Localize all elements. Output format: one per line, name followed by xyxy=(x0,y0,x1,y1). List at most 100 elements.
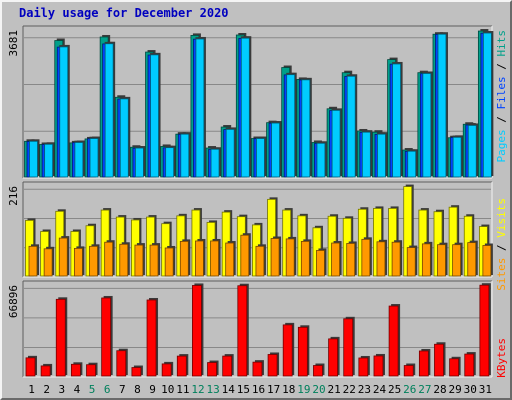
sites-bar xyxy=(406,247,416,277)
sites-bar xyxy=(391,241,401,277)
hits-bar xyxy=(135,147,144,178)
kbytes-bar xyxy=(161,363,172,377)
sites-bar xyxy=(316,250,325,277)
kbytes-bar xyxy=(434,343,444,377)
x-tick-label: 25 xyxy=(388,383,401,396)
kbytes-bar xyxy=(252,361,263,377)
hits-bar xyxy=(150,54,159,178)
x-tick-label: 17 xyxy=(267,383,280,396)
x-tick-label: 18 xyxy=(282,383,295,396)
sites-bar xyxy=(467,242,477,277)
kbytes-bar xyxy=(313,365,323,377)
hits-bar xyxy=(422,73,432,178)
hits-bar xyxy=(210,148,220,178)
legend-visits: Visits xyxy=(495,198,508,238)
hits-bar xyxy=(331,109,341,178)
hits-bar xyxy=(361,131,371,178)
sites-bar xyxy=(346,243,356,277)
sites-bar xyxy=(164,247,174,277)
legend-separator: / xyxy=(495,238,508,258)
kbytes-bar xyxy=(86,364,96,377)
hits-bar xyxy=(74,142,84,178)
hits-bar xyxy=(286,74,296,178)
kbytes-bar xyxy=(297,326,308,377)
chart-title: Daily usage for December 2020 xyxy=(19,6,229,20)
kbytes-bar xyxy=(282,324,293,377)
hits-bar xyxy=(195,38,205,178)
x-tick-label: 30 xyxy=(464,383,477,396)
hits-bar xyxy=(256,138,265,178)
legend-kbytes: KBytes xyxy=(495,338,508,378)
hits-max-label: 3681 xyxy=(7,30,20,57)
hits-bar xyxy=(119,98,129,178)
visits-legend: Sites / Visits xyxy=(495,198,508,291)
hits-bar xyxy=(29,140,38,178)
hits-bar xyxy=(44,143,54,178)
x-tick-label: 19 xyxy=(297,383,310,396)
x-tick-label: 2 xyxy=(43,383,50,396)
x-tick-label: 26 xyxy=(403,383,416,396)
sites-bar xyxy=(255,245,265,277)
sites-bar xyxy=(149,244,159,277)
kbytes-bar xyxy=(222,355,233,377)
kbytes-bar xyxy=(146,299,157,377)
kbytes-bar xyxy=(267,354,278,377)
hits-bar xyxy=(240,37,250,178)
legend-pages: Pages xyxy=(495,129,508,162)
x-tick-label: 5 xyxy=(89,383,96,396)
sites-bar xyxy=(195,240,204,277)
kbytes-legend: KBytes xyxy=(495,338,508,378)
sites-bar xyxy=(225,242,235,277)
x-tick-label: 31 xyxy=(479,383,492,396)
x-tick-label: 10 xyxy=(161,383,174,396)
kbytes-bar xyxy=(464,353,475,377)
kbytes-bar xyxy=(388,305,399,377)
x-tick-label: 22 xyxy=(343,383,356,396)
sites-bar xyxy=(421,243,431,277)
sites-bar xyxy=(331,242,340,277)
sites-bar xyxy=(285,238,295,277)
legend-files: Files xyxy=(495,76,508,109)
hits-bar xyxy=(225,129,235,178)
hits-bar xyxy=(104,43,114,178)
kbytes-bar xyxy=(358,357,369,377)
x-tick-label: 14 xyxy=(222,383,236,396)
x-tick-label: 20 xyxy=(312,383,325,396)
x-tick-label: 28 xyxy=(433,383,446,396)
hits-bar xyxy=(392,63,401,178)
sites-bar xyxy=(210,240,219,277)
kbytes-bar xyxy=(237,285,248,377)
sites-bar xyxy=(240,234,250,277)
kbytes-bar xyxy=(131,367,142,377)
hits-bar xyxy=(346,75,356,178)
legend-separator: / xyxy=(495,57,508,77)
x-tick-label: 21 xyxy=(328,383,341,396)
hits-bar xyxy=(377,133,386,178)
kbytes-bar xyxy=(479,284,490,377)
hits-bar xyxy=(165,147,175,178)
sites-bar xyxy=(73,247,83,277)
sites-bar xyxy=(28,245,38,277)
kbytes-max-label: 66896 xyxy=(7,285,20,318)
x-tick-label: 16 xyxy=(252,383,265,396)
kbytes-bar xyxy=(70,363,81,377)
x-tick-label: 24 xyxy=(373,383,387,396)
visits-max-label: 216 xyxy=(7,186,20,206)
sites-bar xyxy=(437,244,446,277)
x-tick-label: 4 xyxy=(74,383,81,396)
sites-bar xyxy=(300,240,310,277)
x-tick-label: 6 xyxy=(104,383,111,396)
kbytes-bar xyxy=(40,365,51,377)
kbytes-bar xyxy=(418,350,429,377)
kbytes-bar xyxy=(328,338,338,377)
hits-bar xyxy=(467,125,477,178)
x-tick-label: 29 xyxy=(449,383,462,396)
kbytes-bar xyxy=(192,285,202,377)
hits-bar xyxy=(407,150,417,178)
x-tick-label: 1 xyxy=(28,383,35,396)
x-tick-label: 23 xyxy=(358,383,371,396)
x-tick-label: 27 xyxy=(418,383,431,396)
sites-bar xyxy=(89,245,98,277)
kbytes-bar xyxy=(101,297,112,377)
kbytes-bar xyxy=(343,318,354,377)
